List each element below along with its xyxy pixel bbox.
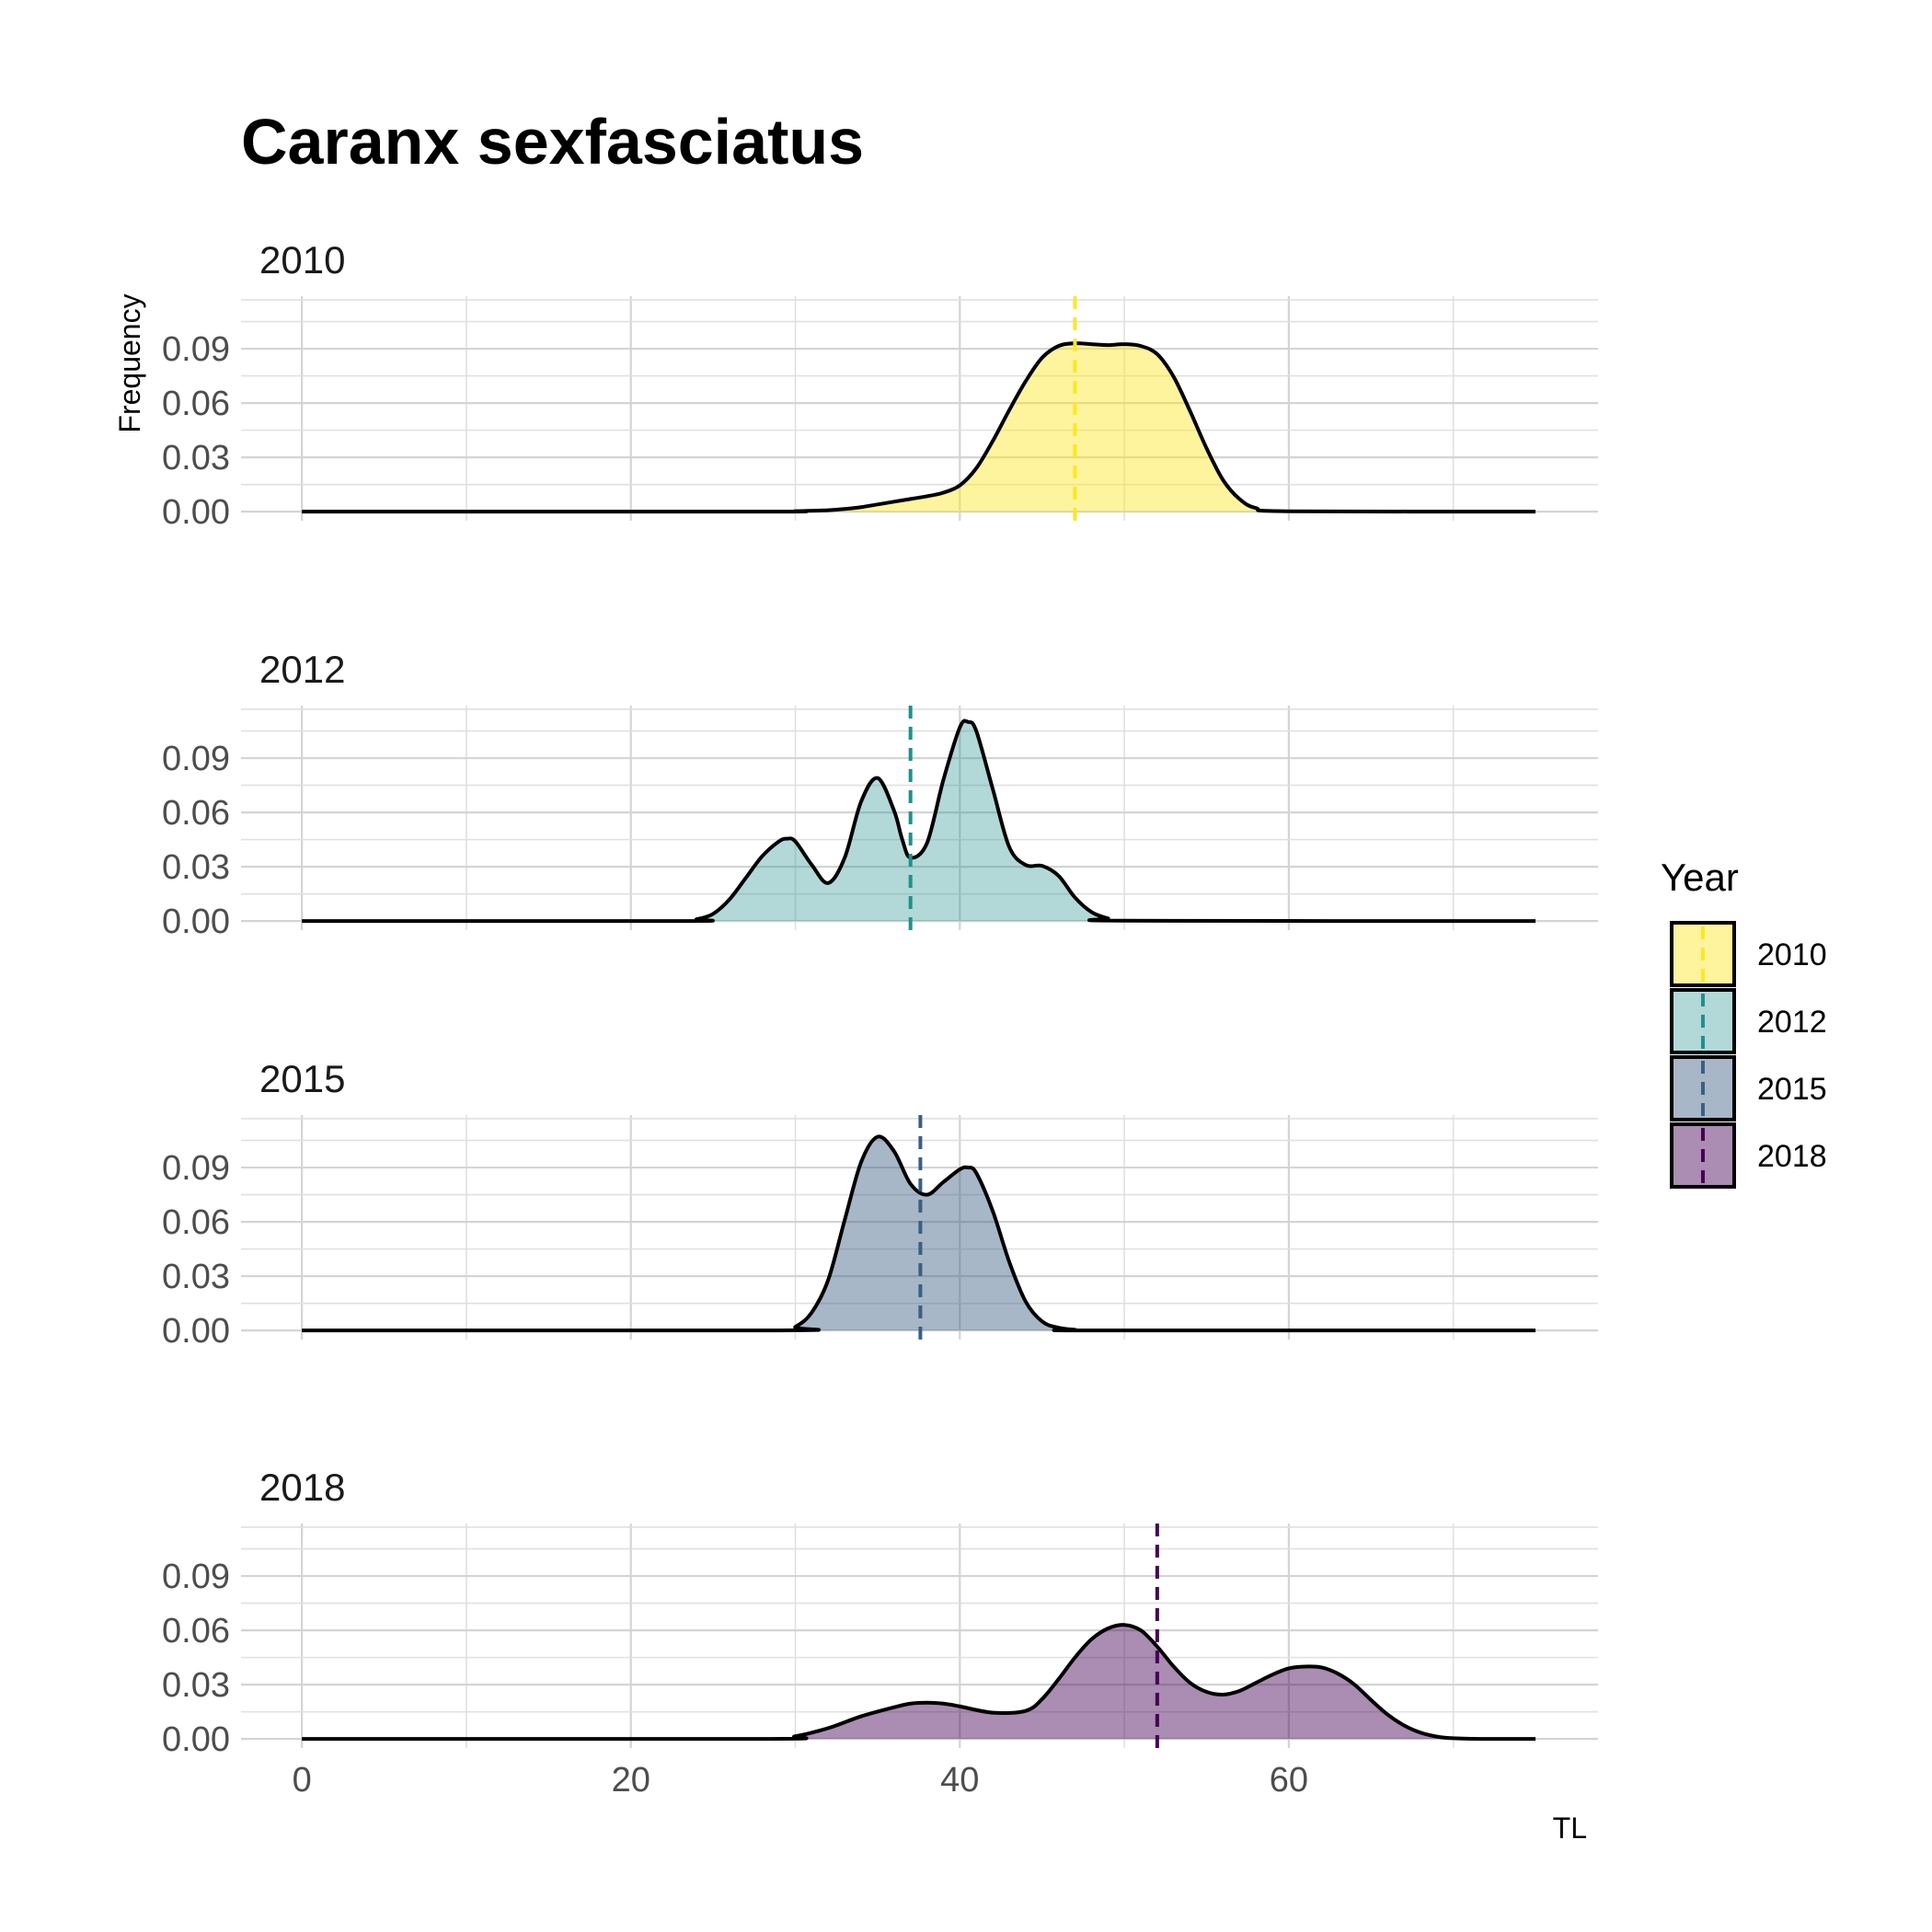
legend-item-2018: 2018: [1670, 1122, 1827, 1189]
x-tick-label: 0: [293, 1761, 312, 1800]
x-axis-title: TL: [1553, 1811, 1587, 1845]
y-tick-label: 0.03: [162, 1258, 230, 1296]
y-tick-label: 0.06: [162, 1612, 230, 1650]
x-tick-label: 20: [612, 1761, 650, 1800]
legend-title: Year: [1661, 856, 1739, 899]
panel-grid: [241, 1524, 1598, 1748]
y-tick-label: 0.06: [162, 794, 230, 833]
x-tick-label: 60: [1270, 1761, 1308, 1800]
legend-label-2015: 2015: [1757, 1072, 1827, 1107]
legend: Year 2010 2012 2015 2018: [1661, 856, 1827, 1189]
legend-item-2015: 2015: [1670, 1055, 1827, 1121]
panel-title-2012: 2012: [259, 648, 345, 691]
legend-label-2010: 2010: [1757, 937, 1827, 972]
panel-2018: 2018 0.00 0.03 0.06 0.09: [162, 1466, 1598, 1759]
y-tick-label: 0.03: [162, 439, 230, 477]
density-line-2015: [302, 1134, 1536, 1333]
y-tick-label: 0.06: [162, 1203, 230, 1242]
density-area-2018: [302, 1625, 1536, 1740]
y-tick-label: 0.09: [162, 1558, 230, 1596]
x-axis-ticks: 0 20 40 60: [293, 1761, 1308, 1800]
panel-title-2018: 2018: [259, 1466, 345, 1509]
y-tick-label: 0.00: [162, 903, 230, 941]
legend-item-2012: 2012: [1670, 988, 1827, 1054]
panel-2015: 2015 0.00 0.03 0.06 0.09: [162, 1057, 1598, 1351]
y-tick-label: 0.00: [162, 493, 230, 532]
y-tick-label: 0.09: [162, 740, 230, 778]
density-line-2018: [302, 1623, 1536, 1742]
panel-2012: 2012 0.00 0.03 0.06 0.09: [162, 648, 1598, 941]
panel-grid: [241, 1115, 1598, 1340]
density-area-2010: [302, 343, 1536, 512]
y-tick-label: 0.09: [162, 330, 230, 369]
y-tick-label: 0.09: [162, 1149, 230, 1188]
y-tick-label: 0.06: [162, 385, 230, 423]
density-line-2010: [302, 341, 1536, 514]
panel-title-2015: 2015: [259, 1057, 345, 1100]
panel-grid: [241, 296, 1598, 521]
facet-panels: 2010 0.00 0.03 0.06 0.09 2012 0.00 0.03 0.06 0.09…: [162, 238, 1598, 1759]
density-area-2012: [302, 720, 1536, 922]
legend-items: 2010 2012 2015 2018: [1670, 921, 1827, 1189]
y-tick-label: 0.00: [162, 1312, 230, 1351]
legend-label-2018: 2018: [1757, 1139, 1827, 1174]
density-line-2012: [302, 719, 1536, 924]
y-axis-title: Frequency: [113, 293, 146, 432]
legend-item-2010: 2010: [1670, 921, 1827, 987]
x-tick-label: 40: [940, 1761, 979, 1800]
chart-title: Caranx sexfasciatus: [241, 106, 864, 178]
y-tick-label: 0.00: [162, 1720, 230, 1759]
y-tick-label: 0.03: [162, 1666, 230, 1705]
panel-2010: 2010 0.00 0.03 0.06 0.09: [162, 238, 1598, 532]
y-tick-label: 0.03: [162, 848, 230, 887]
panel-title-2010: 2010: [259, 238, 345, 282]
legend-label-2012: 2012: [1757, 1005, 1827, 1040]
